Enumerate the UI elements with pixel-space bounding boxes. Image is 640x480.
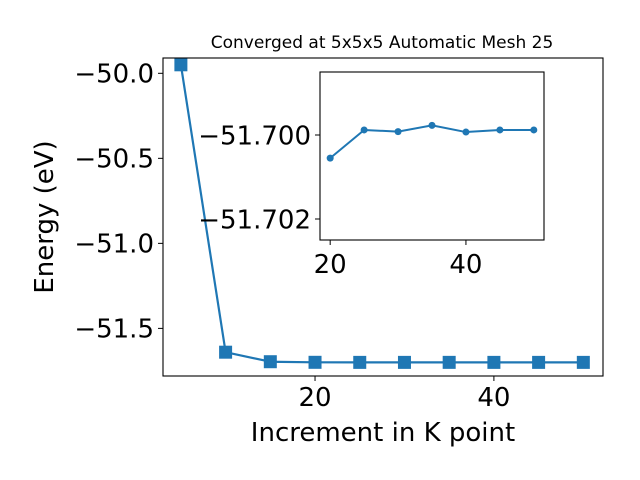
inset-series	[326, 121, 538, 162]
main-data-point	[308, 355, 322, 369]
main-data-point	[487, 355, 501, 369]
inset-data-point	[394, 128, 402, 136]
inset-x-tick-label: 40	[449, 250, 482, 280]
main-data-point	[397, 355, 411, 369]
main-data-point	[532, 355, 546, 369]
main-ticks: 20 40 −50.0 −50.5 −51.0 −51.5	[74, 60, 510, 413]
inset-y-tick-label: −51.702	[198, 205, 311, 235]
main-data-point	[263, 355, 277, 369]
main-x-tick-label: 20	[298, 383, 331, 413]
inset-data-point	[496, 126, 504, 134]
inset-data-point	[360, 126, 368, 134]
inset-y-tick-label: −51.700	[198, 121, 311, 151]
inset-data-point	[326, 154, 334, 162]
main-series	[174, 58, 590, 369]
main-plot-frame	[162, 57, 604, 377]
main-data-point	[174, 58, 188, 72]
inset-plot-frame	[319, 71, 545, 241]
inset-data-point	[462, 128, 470, 136]
main-y-tick-label: −51.5	[74, 315, 154, 345]
main-data-point	[576, 355, 590, 369]
inset-data-point	[530, 126, 538, 134]
inset-ticks: 20 40 −51.702 −51.700	[198, 121, 482, 280]
main-data-point	[353, 355, 367, 369]
main-y-tick-label: −50.5	[74, 145, 154, 175]
inset-x-tick-label: 20	[314, 250, 347, 280]
main-x-tick-label: 40	[477, 383, 510, 413]
inset-plot-background	[320, 72, 544, 240]
main-data-point	[219, 345, 233, 359]
y-axis-label: Energy (eV)	[30, 140, 60, 293]
chart-title: Converged at 5x5x5 Automatic Mesh 25	[211, 33, 554, 53]
x-axis-label: Increment in K point	[251, 418, 515, 448]
main-y-tick-label: −51.0	[74, 230, 154, 260]
inset-data-point	[428, 121, 436, 129]
main-data-point	[442, 355, 456, 369]
main-series-line	[179, 64, 584, 364]
main-y-tick-label: −50.0	[74, 60, 154, 90]
